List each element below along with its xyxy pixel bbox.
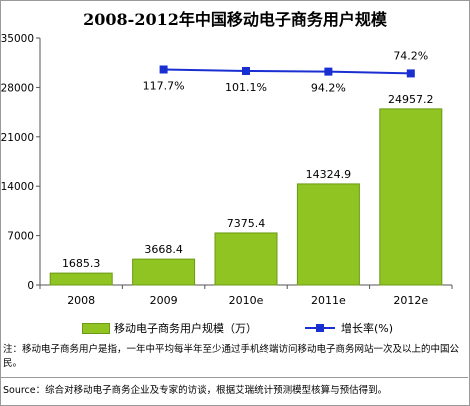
- y-tick-label: 0: [27, 280, 34, 292]
- x-tick-label: 2009: [150, 294, 178, 307]
- y-tick-label: 14000: [1, 181, 34, 193]
- y-tick-label: 21000: [1, 132, 34, 144]
- bar-value-label: 1685.3: [62, 257, 101, 270]
- divider: [0, 377, 468, 378]
- bar-value-label: 24957.2: [388, 93, 434, 106]
- x-tick-label: 2008: [67, 294, 95, 307]
- chart-canvas: 0 7000 14000 21000 28000 35000 2008 2009 2010e 20…: [1, 33, 453, 307]
- bar: [296, 183, 360, 286]
- y-tick-label: 35000: [1, 33, 34, 45]
- legend-bar-label: 移动电子商务用户规模（万）: [114, 322, 257, 335]
- x-tick-label: 2010e: [229, 294, 264, 307]
- y-tick-label: 7000: [7, 231, 34, 243]
- growth-marker: [324, 67, 333, 76]
- bar-value-label: 14324.9: [306, 168, 352, 181]
- growth-value-label: 74.2%: [393, 49, 428, 62]
- x-tick-label: 2011e: [311, 294, 346, 307]
- growth-marker: [242, 66, 250, 75]
- y-tick-label: 28000: [1, 82, 34, 94]
- growth-value-label: 101.1%: [225, 81, 267, 94]
- bar: [132, 258, 196, 286]
- legend-item-line: 增长率(%): [305, 320, 393, 336]
- bar: [214, 232, 278, 286]
- x-tick-label: 2012e: [393, 294, 428, 307]
- chart-title: 2008-2012年中国移动电子商务用户规模: [83, 10, 387, 29]
- growth-value-label: 117.7%: [143, 80, 185, 93]
- legend-line-label: 增长率(%): [341, 322, 394, 335]
- chart-legend: 移动电子商务用户规模（万） 增长率(%): [0, 316, 470, 338]
- growth-marker: [406, 69, 415, 78]
- growth-marker: [159, 65, 168, 74]
- legend-item-bar: 移动电子商务用户规模（万）: [82, 320, 257, 336]
- bar: [49, 272, 113, 286]
- chart-source: Source：综合对移动电子商务企业及专家的访谈，根据艾瑞统计预测模型核算与预估…: [3, 385, 388, 396]
- bar: [379, 108, 443, 286]
- bar-value-label: 7375.4: [227, 217, 266, 230]
- growth-value-label: 94.2%: [311, 82, 346, 95]
- bar-value-label: 3668.4: [144, 243, 183, 256]
- growth-line: [163, 68, 411, 75]
- legend-line-swatch: [305, 323, 335, 333]
- legend-bar-swatch: [82, 322, 110, 334]
- chart-note: 注：移动电子商务用户是指，一年中平均每半年至少通过手机终端访问移动电子商务网站一…: [3, 344, 460, 369]
